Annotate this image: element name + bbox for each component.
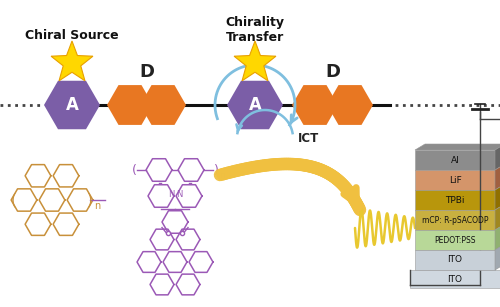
Text: n: n [94,201,100,211]
Text: ): ) [214,164,218,177]
Text: ITO: ITO [448,255,462,265]
Polygon shape [44,81,100,129]
Polygon shape [234,41,276,81]
Text: Al: Al [450,156,460,165]
Polygon shape [495,164,500,190]
Text: Chiral Source: Chiral Source [25,29,119,41]
Text: ): ) [87,192,93,208]
Text: LiF: LiF [448,176,462,185]
Text: A: A [248,96,262,114]
Polygon shape [495,244,500,270]
Polygon shape [415,250,495,270]
Polygon shape [140,85,186,125]
Polygon shape [227,81,283,129]
Polygon shape [415,170,495,190]
Polygon shape [51,41,93,81]
Text: (: ( [132,164,136,177]
Text: PEDOT:PSS: PEDOT:PSS [434,235,476,244]
Text: A: A [66,96,78,114]
Polygon shape [107,85,153,125]
Polygon shape [415,210,495,230]
Text: mCP: R-pSACODP: mCP: R-pSACODP [422,216,488,224]
Text: D: D [139,63,154,81]
Polygon shape [415,144,500,150]
Polygon shape [415,150,495,170]
Polygon shape [327,85,373,125]
Text: TPBi: TPBi [446,196,465,204]
Text: ICT: ICT [298,131,320,145]
Text: ITO: ITO [448,274,462,283]
Text: D: D [325,63,340,81]
Polygon shape [415,190,495,210]
Polygon shape [415,230,495,250]
Polygon shape [495,184,500,210]
Polygon shape [495,204,500,230]
Text: (: ( [11,192,17,208]
Polygon shape [410,270,500,288]
Text: N: N [176,189,182,199]
Polygon shape [495,144,500,170]
Polygon shape [292,85,338,125]
Polygon shape [495,224,500,250]
Text: Chirality
Transfer: Chirality Transfer [226,16,284,44]
Text: n: n [219,170,225,180]
Text: N: N [168,189,174,199]
